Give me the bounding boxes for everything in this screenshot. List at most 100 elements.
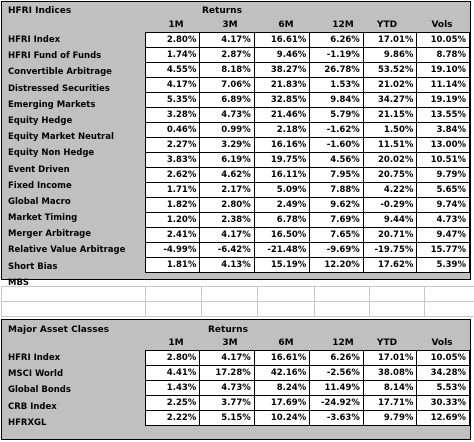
row-label: Distressed Securities — [8, 83, 110, 94]
value-cell: 8.24% — [253, 380, 311, 396]
value-cell: 11.14% — [416, 77, 470, 93]
major-asset-classes-panel: Major Asset Classes Returns 1M 3M 6M 12M… — [1, 319, 471, 440]
table-row: 4.41% 17.28% 42.16% -2.56% 38.08% 34.28% — [144, 365, 470, 381]
spreadsheet-filler-rows — [1, 286, 474, 317]
col-header-1m: 1M — [168, 338, 184, 348]
value-cell: 16.11% — [253, 167, 311, 183]
value-cell: 13.00% — [416, 137, 470, 153]
empty-cell — [369, 301, 425, 317]
col-header-3m: 3M — [222, 338, 238, 348]
value-cell: 38.27% — [253, 62, 311, 78]
table-row: 1.71% 2.17% 5.09% 7.88% 4.22% 5.65% — [144, 182, 470, 198]
value-cell: 5.35% — [144, 92, 201, 108]
col-header-ytd: YTD — [376, 338, 398, 348]
row-label: Equity Market Neutral — [8, 132, 114, 143]
table-row: 2.41% 4.17% 16.50% 7.65% 20.71% 9.47% — [144, 227, 470, 243]
value-cell: 11.49% — [309, 380, 364, 396]
empty-cell — [314, 301, 370, 317]
value-cell: 2.80% — [199, 197, 255, 213]
value-cell: 9.46% — [253, 47, 311, 63]
empty-cell — [257, 301, 315, 317]
value-cell: 53.52% — [362, 62, 418, 78]
table-row: 3.28% 4.73% 21.46% 5.79% 21.15% 13.55% — [144, 107, 470, 123]
row-label: Event Driven — [8, 164, 70, 175]
value-cell: 2.62% — [144, 167, 201, 183]
value-cell: 19.75% — [253, 152, 311, 168]
empty-cell — [201, 286, 258, 302]
value-cell: -6.42% — [199, 242, 255, 258]
table-row: 0.46% 0.99% 2.18% -1.62% 1.50% 3.84% — [144, 122, 470, 138]
value-cell: -0.29% — [362, 197, 418, 213]
panel-title: Major Asset Classes — [8, 325, 110, 335]
row-label: Merger Arbitrage — [8, 229, 92, 240]
value-cell: 17.69% — [253, 395, 311, 411]
value-cell: 3.84% — [416, 122, 470, 138]
table-row: -4.99% -6.42% -21.48% -9.69% -19.75% 15.77% — [144, 242, 470, 258]
row-label: Market Timing — [8, 213, 78, 224]
empty-cell — [257, 286, 315, 302]
value-cell: 1.53% — [309, 77, 364, 93]
value-cell: 20.75% — [362, 167, 418, 183]
value-cell: 38.08% — [362, 365, 418, 381]
value-cell: 1.43% — [144, 380, 201, 396]
value-cell: 7.88% — [309, 182, 364, 198]
value-cell: 4.17% — [199, 350, 255, 366]
table-row: 1.20% 2.38% 6.78% 7.69% 9.44% 4.73% — [144, 212, 470, 228]
value-cell: 2.41% — [144, 227, 201, 243]
returns-label: Returns — [202, 6, 242, 16]
value-cell: 17.28% — [199, 365, 255, 381]
value-cell: 4.62% — [199, 167, 255, 183]
value-cell: 20.71% — [362, 227, 418, 243]
table-row: 2.62% 4.62% 16.11% 7.95% 20.75% 9.79% — [144, 167, 470, 183]
value-cell: 19.10% — [416, 62, 470, 78]
value-cell: 4.73% — [416, 212, 470, 228]
value-cell: 2.27% — [144, 137, 201, 153]
value-cell: -3.63% — [309, 410, 364, 426]
value-cell: 1.20% — [144, 212, 201, 228]
empty-cell — [424, 301, 474, 317]
col-header-1m: 1M — [168, 20, 184, 30]
table-row: 1.43% 4.73% 8.24% 11.49% 8.14% 5.53% — [144, 380, 470, 396]
value-cell: 0.46% — [144, 122, 201, 138]
value-cell: 2.22% — [144, 410, 201, 426]
value-cell: 8.18% — [199, 62, 255, 78]
col-header-12m: 12M — [332, 20, 354, 30]
value-cell: 17.01% — [362, 350, 418, 366]
value-cell: 9.79% — [416, 167, 470, 183]
value-cell: 16.61% — [253, 32, 311, 48]
value-cell: 4.41% — [144, 365, 201, 381]
table-row: 2.80% 4.17% 16.61% 6.26% 17.01% 10.05% — [144, 350, 470, 366]
row-label: Global Macro — [8, 196, 71, 207]
panel-title: HFRI Indices — [8, 6, 72, 16]
value-cell: 12.69% — [416, 410, 470, 426]
row-label: CRB Index — [8, 401, 57, 412]
value-cell: 8.78% — [416, 47, 470, 63]
value-cell: -21.48% — [253, 242, 311, 258]
value-cell: 16.61% — [253, 350, 311, 366]
value-cell: -4.99% — [144, 242, 201, 258]
value-cell: -2.56% — [309, 365, 364, 381]
value-cell: 1.81% — [144, 257, 201, 273]
value-cell: -1.19% — [309, 47, 364, 63]
hfri-indices-panel: HFRI Indices Returns 1M 3M 6M 12M YTD Vo… — [1, 1, 471, 288]
value-cell: -9.69% — [309, 242, 364, 258]
value-cell: 42.16% — [253, 365, 311, 381]
value-cell: 7.65% — [309, 227, 364, 243]
row-label: HFRI Index — [8, 353, 61, 363]
value-cell: 1.71% — [144, 182, 201, 198]
row-label: MBS — [8, 277, 30, 288]
value-cell: 21.83% — [253, 77, 311, 93]
value-cell: 2.49% — [253, 197, 311, 213]
value-cell: 10.51% — [416, 152, 470, 168]
row-label: Equity Hedge — [8, 115, 73, 126]
empty-cell — [369, 286, 425, 302]
value-cell: 12.20% — [309, 257, 364, 273]
value-cell: 3.29% — [199, 137, 255, 153]
row-label: Emerging Markets — [8, 99, 96, 110]
value-cell: 2.87% — [199, 47, 255, 63]
value-cell: 5.65% — [416, 182, 470, 198]
row-label: Equity Non Hedge — [8, 148, 95, 159]
value-cell: 3.77% — [199, 395, 255, 411]
value-cell: 20.02% — [362, 152, 418, 168]
table-row: 2.80% 4.17% 16.61% 6.26% 17.01% 10.05% — [144, 32, 470, 48]
